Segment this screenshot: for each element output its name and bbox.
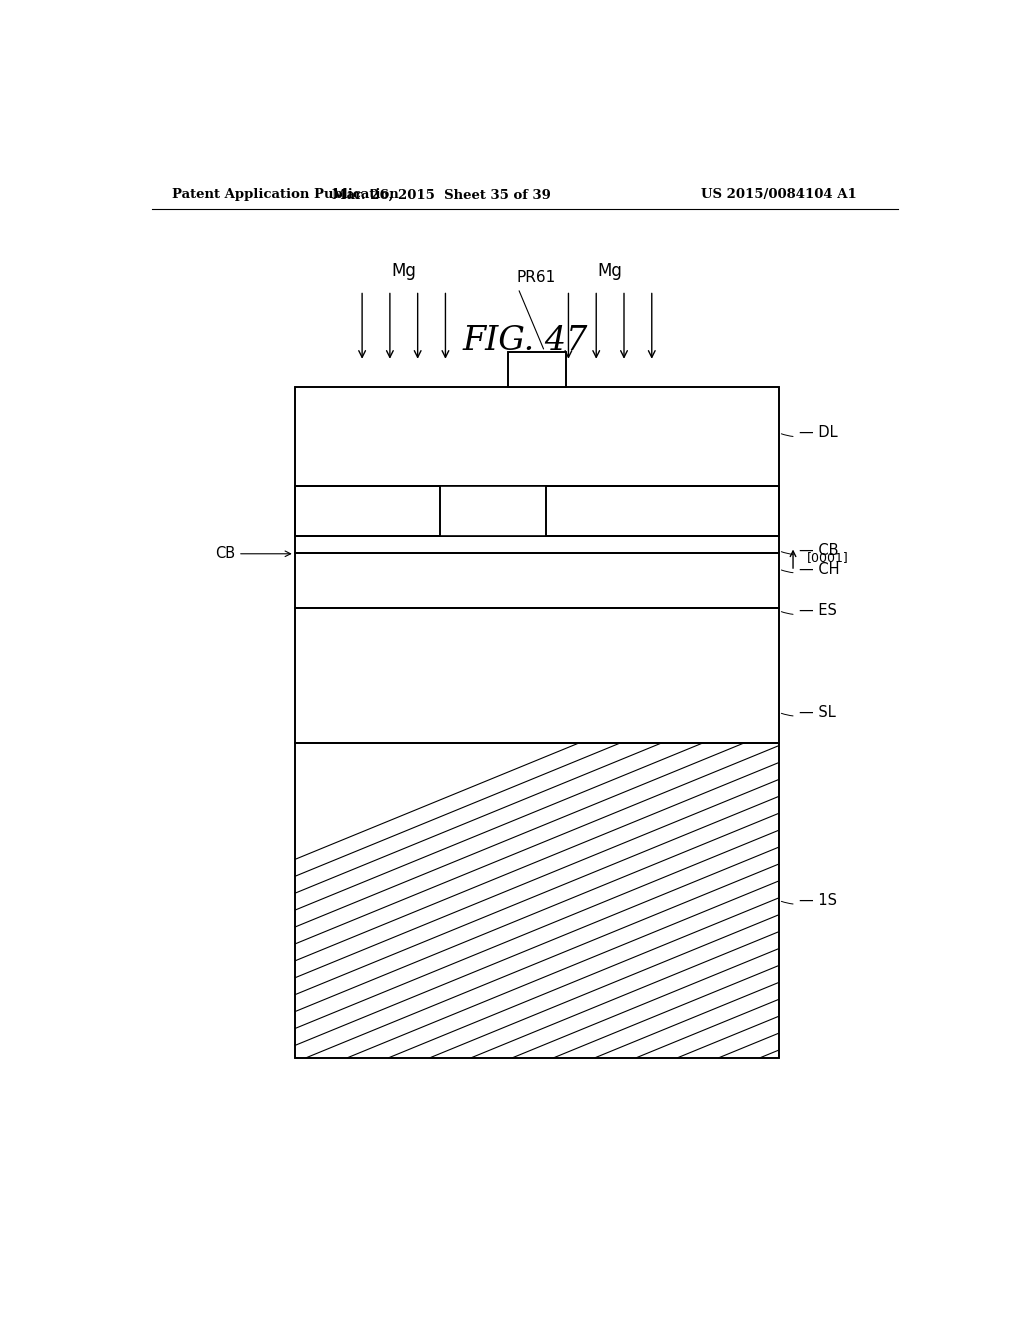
Bar bbox=[295, 609, 778, 743]
Text: — 1S: — 1S bbox=[781, 892, 837, 908]
Bar bbox=[295, 486, 440, 536]
Bar bbox=[295, 553, 778, 609]
Bar bbox=[295, 536, 778, 553]
Text: PR61: PR61 bbox=[517, 271, 556, 348]
Bar bbox=[295, 387, 778, 486]
Bar bbox=[295, 609, 778, 743]
Text: US 2015/0084104 A1: US 2015/0084104 A1 bbox=[700, 189, 857, 202]
Text: Mg: Mg bbox=[391, 263, 416, 280]
Bar bbox=[295, 486, 778, 536]
Bar bbox=[547, 486, 778, 536]
Text: FIG. 47: FIG. 47 bbox=[462, 325, 588, 358]
Bar bbox=[295, 486, 778, 536]
Bar bbox=[440, 486, 547, 536]
Bar bbox=[295, 387, 778, 486]
Bar bbox=[295, 743, 778, 1057]
Bar bbox=[295, 743, 778, 1057]
Text: Mg: Mg bbox=[598, 263, 623, 280]
Text: — ES: — ES bbox=[781, 603, 837, 618]
Text: — CB: — CB bbox=[781, 544, 838, 558]
Bar bbox=[508, 351, 565, 387]
Bar bbox=[295, 486, 440, 536]
Text: — SL: — SL bbox=[781, 705, 836, 719]
Text: [0001]: [0001] bbox=[807, 552, 848, 565]
Text: — CH: — CH bbox=[781, 561, 839, 577]
Bar bbox=[508, 351, 565, 387]
Bar bbox=[295, 536, 778, 553]
Text: Patent Application Publication: Patent Application Publication bbox=[172, 189, 398, 202]
Bar bbox=[547, 486, 778, 536]
Text: CB: CB bbox=[215, 546, 291, 561]
Text: Mar. 26, 2015  Sheet 35 of 39: Mar. 26, 2015 Sheet 35 of 39 bbox=[332, 189, 551, 202]
Text: — DL: — DL bbox=[781, 425, 838, 441]
Bar bbox=[295, 553, 778, 609]
